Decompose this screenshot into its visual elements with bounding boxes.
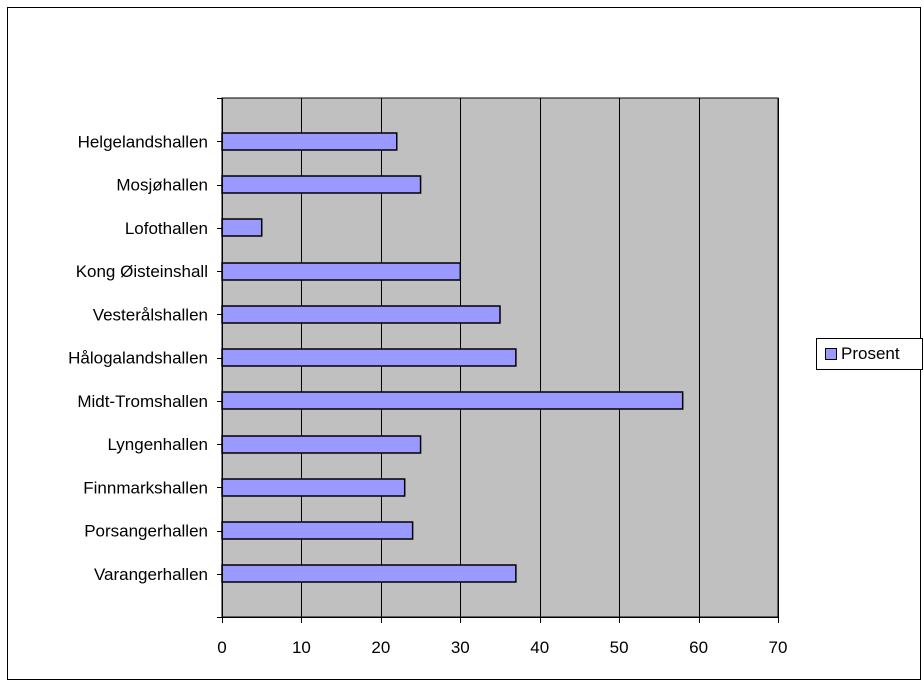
x-tick-label-20: 20 (371, 638, 390, 657)
category-label-0: Helgelandshallen (78, 132, 208, 151)
category-label-10: Varangerhallen (94, 565, 208, 584)
category-label-9: Porsangerhallen (84, 522, 208, 541)
category-label-3: Kong Øisteinshall (76, 262, 208, 281)
bar-8 (221, 478, 406, 497)
x-tick-label-10: 10 (292, 638, 311, 657)
x-tick-label-50: 50 (610, 638, 629, 657)
x-tick-label-30: 30 (451, 638, 470, 657)
x-tick-label-70: 70 (769, 638, 788, 657)
bar-6 (221, 391, 684, 410)
bar-0 (221, 132, 398, 151)
bar-9 (221, 521, 414, 540)
bar-5 (221, 348, 517, 367)
x-tick-label-0: 0 (217, 638, 226, 657)
bars (221, 132, 684, 583)
tick-labels: 0 10 20 30 40 50 60 70 (217, 638, 787, 657)
category-labels: Helgelandshallen Mosjøhallen Lofothallen Ko… (68, 132, 208, 584)
bar-10 (221, 564, 517, 583)
category-label-1: Mosjøhallen (116, 176, 208, 195)
bar-3 (221, 262, 462, 281)
legend: Prosent (816, 338, 923, 370)
category-label-8: Finnmarkshallen (83, 478, 208, 497)
bar-2 (221, 218, 263, 237)
category-label-2: Lofothallen (125, 219, 208, 238)
bar-7 (221, 435, 422, 454)
category-label-6: Midt-Tromshallen (77, 392, 208, 411)
category-label-5: Hålogalandshallen (68, 349, 208, 368)
legend-label: Prosent (841, 344, 900, 363)
legend-swatch (825, 348, 837, 360)
x-tick-label-40: 40 (530, 638, 549, 657)
bar-1 (221, 175, 422, 194)
x-tick-label-60: 60 (689, 638, 708, 657)
axes (217, 98, 779, 623)
category-label-4: Vesterålshallen (93, 305, 208, 324)
category-label-7: Lyngenhallen (107, 435, 208, 454)
bar-4 (221, 305, 501, 324)
